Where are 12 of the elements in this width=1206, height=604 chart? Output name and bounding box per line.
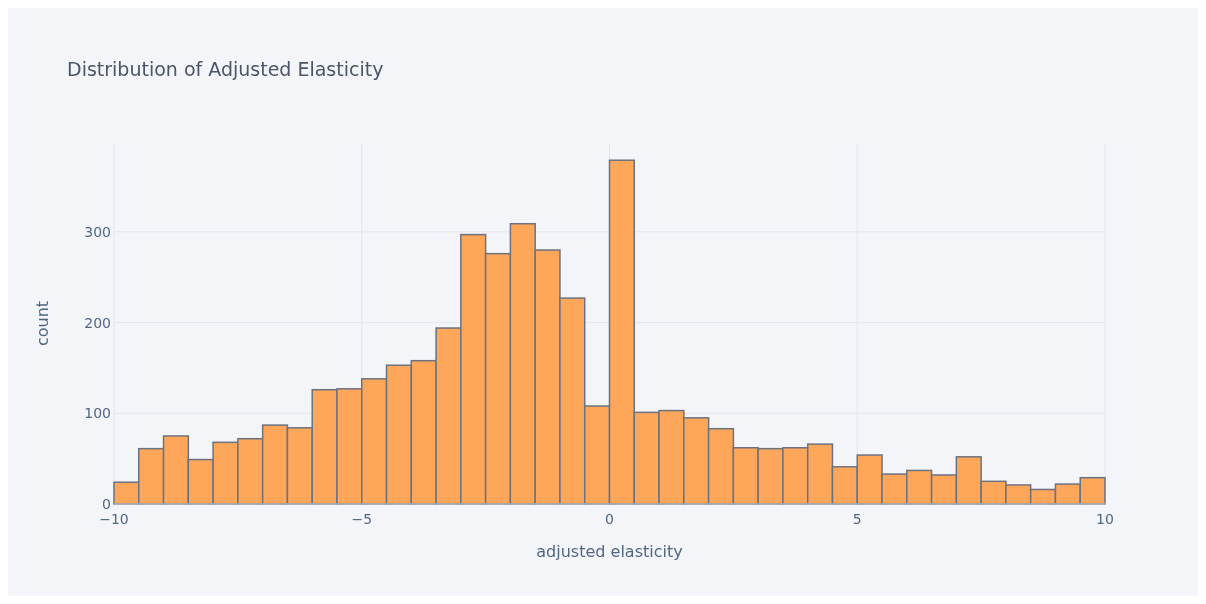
x-tick-label: 0 — [605, 511, 614, 527]
x-tick-label: 10 — [1096, 511, 1114, 527]
y-tick-label: 300 — [84, 223, 111, 240]
y-tick-label: 0 — [102, 496, 111, 512]
x-tick-label: −5 — [351, 511, 373, 527]
y-tick-label: 200 — [84, 314, 111, 331]
y-axis-title: count — [33, 300, 52, 347]
x-axis-title: adjusted elasticity — [536, 542, 683, 561]
y-tick-label: 100 — [84, 405, 111, 422]
chart-title: Distribution of Adjusted Elasticity — [67, 58, 384, 80]
x-tick-label: 5 — [852, 511, 862, 527]
x-tick-label: −10 — [99, 511, 129, 527]
